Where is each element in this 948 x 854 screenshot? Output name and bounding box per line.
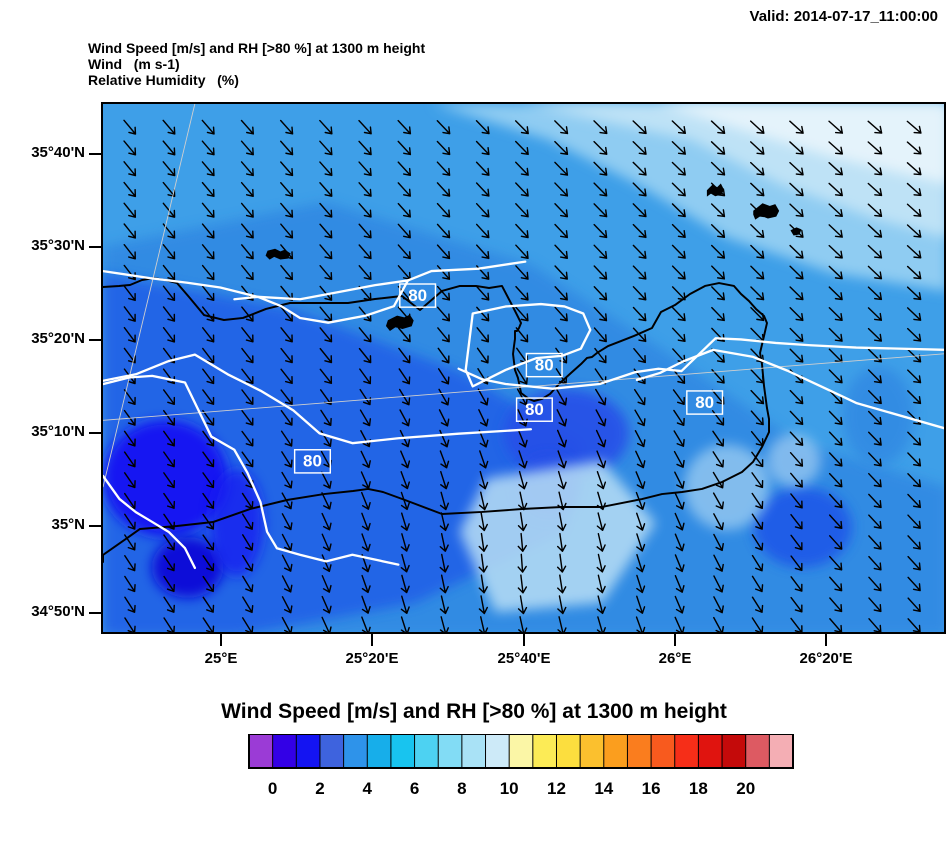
svg-text:2: 2 <box>315 779 324 798</box>
svg-text:80: 80 <box>303 452 322 471</box>
svg-text:80: 80 <box>408 286 427 305</box>
svg-text:80: 80 <box>535 355 554 374</box>
svg-text:80: 80 <box>695 393 714 412</box>
svg-text:18: 18 <box>689 779 708 798</box>
svg-text:0: 0 <box>268 779 277 798</box>
svg-text:80: 80 <box>525 400 544 419</box>
svg-text:6: 6 <box>410 779 419 798</box>
svg-text:20: 20 <box>736 779 755 798</box>
svg-text:10: 10 <box>500 779 519 798</box>
svg-text:14: 14 <box>594 779 613 798</box>
svg-text:4: 4 <box>363 779 373 798</box>
svg-text:12: 12 <box>547 779 566 798</box>
svg-text:8: 8 <box>457 779 466 798</box>
svg-text:16: 16 <box>642 779 661 798</box>
